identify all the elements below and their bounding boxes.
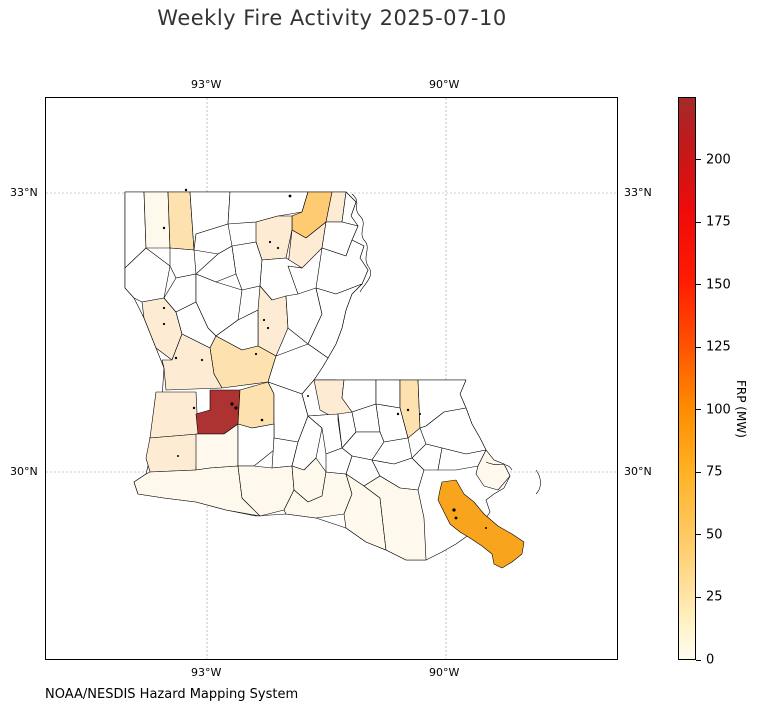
parish-vernon [161, 333, 223, 391]
lat-tick-right-33n: 33°N [624, 186, 652, 199]
colorbar-tick-label: 175 [706, 214, 731, 230]
fire-point [307, 395, 309, 397]
parish-calcasieu [145, 433, 199, 473]
river-lines [351, 193, 541, 495]
colorbar-tick-label: 75 [706, 464, 723, 480]
fire-point [485, 527, 487, 529]
lon-tick-top-90w: 90°W [429, 78, 460, 91]
fire-point [288, 194, 292, 198]
lat-tick-left-33n: 33°N [10, 186, 38, 199]
fire-point [454, 516, 458, 520]
fire-point [452, 508, 456, 512]
fire-point [162, 306, 166, 310]
louisiana-map [46, 98, 617, 659]
parish-tangipahoa [399, 379, 421, 439]
parish-bossier [143, 191, 171, 249]
fire-point [192, 406, 196, 410]
fire-point [184, 188, 188, 192]
colorbar-tick-label: 125 [706, 339, 731, 355]
parish-east-carroll [341, 191, 359, 227]
fire-point [230, 402, 234, 406]
lon-tick-top-93w: 93°W [191, 78, 222, 91]
map-panel [45, 97, 618, 660]
parish-evangeline [237, 381, 275, 429]
fire-point [260, 418, 264, 422]
colorbar-tick-mark [696, 596, 701, 598]
colorbar-tick-mark [696, 159, 701, 161]
parish-st-bernard [475, 449, 511, 491]
lon-tick-bottom-93w: 93°W [191, 666, 222, 679]
parish-st-helena [375, 379, 401, 409]
fire-points [162, 188, 487, 529]
lake-pontchartrain-edge [485, 461, 513, 471]
colorbar-tick-mark [696, 471, 701, 473]
graticule [46, 98, 617, 659]
fire-point [254, 352, 258, 356]
chart-title: Weekly Fire Activity 2025-07-10 [157, 6, 507, 30]
fire-point [162, 226, 166, 230]
lon-tick-bottom-90w: 90°W [429, 666, 460, 679]
parish-plaquemines [437, 479, 525, 569]
colorbar-tick-label: 25 [706, 589, 723, 605]
parish-bienville [169, 247, 197, 279]
parish-beauregard [149, 391, 199, 439]
mississippi-river [351, 193, 371, 293]
coastal-island [535, 469, 541, 495]
parish-lincoln [193, 223, 233, 255]
parish-concordia [307, 283, 363, 359]
parish-assumption [325, 447, 353, 475]
fire-point [276, 246, 280, 250]
fire-point [174, 356, 178, 360]
colorbar-tick-label: 0 [706, 652, 715, 668]
colorbar-title: FRP (MW) [734, 380, 748, 438]
source-credit: NOAA/NESDIS Hazard Mapping System [45, 687, 299, 702]
parish-webster [167, 191, 195, 251]
colorbar-tick-label: 100 [706, 402, 731, 418]
fire-point [419, 413, 421, 415]
fire-point [162, 322, 166, 326]
lat-tick-right-30n: 30°N [624, 465, 652, 478]
colorbar-tick-mark [696, 659, 701, 661]
fire-point [396, 412, 400, 416]
colorbar-tick-mark [696, 221, 701, 223]
colorbar-tick-label: 50 [706, 527, 723, 543]
fire-point [262, 318, 266, 322]
fire-point [177, 455, 179, 457]
fire-point [200, 358, 204, 362]
fire-point [406, 408, 410, 412]
fire-point [234, 406, 238, 410]
colorbar-tick-label: 200 [706, 152, 731, 168]
frp-colorbar [678, 97, 696, 660]
colorbar-tick-mark [696, 284, 701, 286]
parish-lafourche [363, 475, 427, 561]
colorbar-tick-label: 150 [706, 277, 731, 293]
colorbar-tick-mark [696, 346, 701, 348]
colorbar-tick-mark [696, 534, 701, 536]
fire-point [266, 326, 270, 330]
fire-point [268, 240, 272, 244]
colorbar-tick-mark [696, 409, 701, 411]
lat-tick-left-30n: 30°N [10, 465, 38, 478]
parish-ouachita [255, 215, 293, 261]
